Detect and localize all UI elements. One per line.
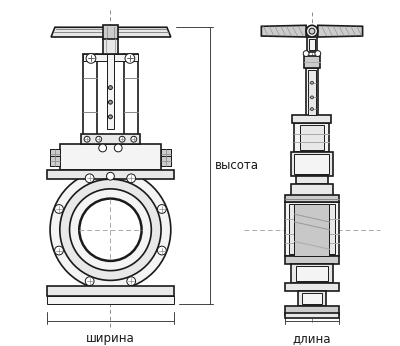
Bar (50, 149, 60, 159)
Bar (296, 266, 328, 281)
Circle shape (60, 179, 161, 280)
Bar (60, 144, 161, 170)
Circle shape (114, 144, 122, 152)
Circle shape (70, 189, 151, 271)
Bar (50, 149, 60, 165)
Bar (294, 204, 330, 256)
Bar (103, 25, 118, 39)
Circle shape (310, 96, 314, 99)
Bar (288, 204, 335, 254)
Circle shape (108, 86, 112, 90)
Text: длина: длина (293, 332, 331, 345)
Bar (300, 125, 324, 150)
Bar (161, 149, 171, 159)
Bar (47, 296, 174, 304)
Bar (47, 286, 174, 296)
Text: ширина: ширина (86, 332, 135, 345)
Bar (285, 195, 339, 202)
Bar (47, 170, 174, 179)
Bar (161, 156, 171, 165)
Circle shape (85, 277, 94, 285)
Bar (292, 115, 332, 123)
Bar (304, 56, 320, 68)
Bar (285, 306, 339, 316)
Circle shape (55, 204, 63, 213)
Bar (285, 202, 339, 256)
Circle shape (108, 100, 112, 104)
Circle shape (127, 174, 136, 183)
Bar (306, 68, 318, 117)
Circle shape (86, 54, 96, 63)
Bar (294, 154, 330, 174)
Text: высота: высота (215, 159, 259, 172)
Circle shape (96, 136, 102, 142)
Bar (296, 176, 328, 184)
Circle shape (106, 172, 114, 180)
Circle shape (158, 204, 166, 213)
Bar (106, 54, 114, 129)
Bar (309, 39, 315, 50)
Circle shape (131, 136, 137, 142)
Circle shape (310, 81, 314, 84)
Polygon shape (318, 25, 362, 37)
Circle shape (309, 28, 315, 34)
Circle shape (315, 51, 321, 56)
Bar (294, 123, 330, 152)
Bar (50, 156, 60, 165)
Bar (285, 313, 339, 318)
Circle shape (85, 174, 94, 183)
Circle shape (158, 246, 166, 255)
Circle shape (79, 199, 142, 261)
Circle shape (125, 54, 135, 63)
Circle shape (303, 51, 309, 56)
Circle shape (127, 277, 136, 285)
Circle shape (84, 136, 90, 142)
Circle shape (50, 170, 171, 290)
Bar (298, 291, 326, 306)
Circle shape (310, 108, 314, 110)
Circle shape (119, 136, 125, 142)
Bar (103, 37, 118, 54)
Bar (290, 264, 333, 283)
Bar (285, 283, 339, 291)
Bar (290, 184, 333, 196)
Bar (285, 256, 339, 264)
Polygon shape (261, 25, 306, 37)
Bar (302, 293, 322, 304)
Bar (161, 149, 171, 165)
Polygon shape (51, 27, 171, 37)
Circle shape (306, 25, 318, 37)
Bar (290, 152, 333, 176)
Circle shape (99, 144, 106, 152)
Bar (307, 37, 317, 52)
Circle shape (55, 246, 63, 255)
Bar (81, 134, 140, 144)
Bar (308, 70, 316, 115)
Bar (83, 54, 138, 61)
Circle shape (108, 115, 112, 119)
